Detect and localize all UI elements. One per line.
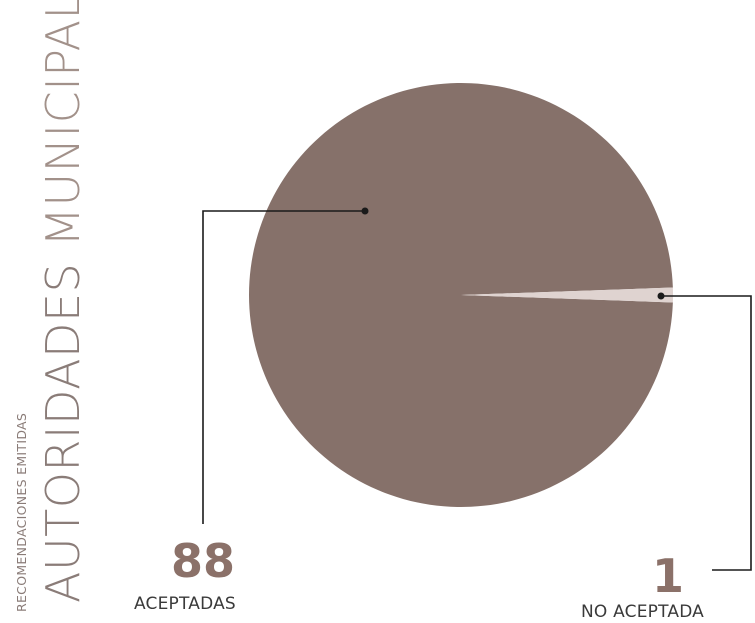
category-label-no-aceptada: NO ACEPTADA <box>581 602 705 622</box>
leader-line-no-aceptada <box>661 295 752 571</box>
value-label-aceptadas: 88 <box>170 534 235 588</box>
leader-line-aceptadas <box>202 210 365 524</box>
leader-dot-aceptadas <box>361 207 369 215</box>
leader-dot-no-aceptada <box>657 292 665 300</box>
pie-slice-aceptadas <box>249 83 673 508</box>
value-label-no-aceptada: 1 <box>651 549 684 603</box>
pie-slice-no-aceptada <box>461 287 674 303</box>
category-label-aceptadas: ACEPTADAS <box>134 594 236 614</box>
